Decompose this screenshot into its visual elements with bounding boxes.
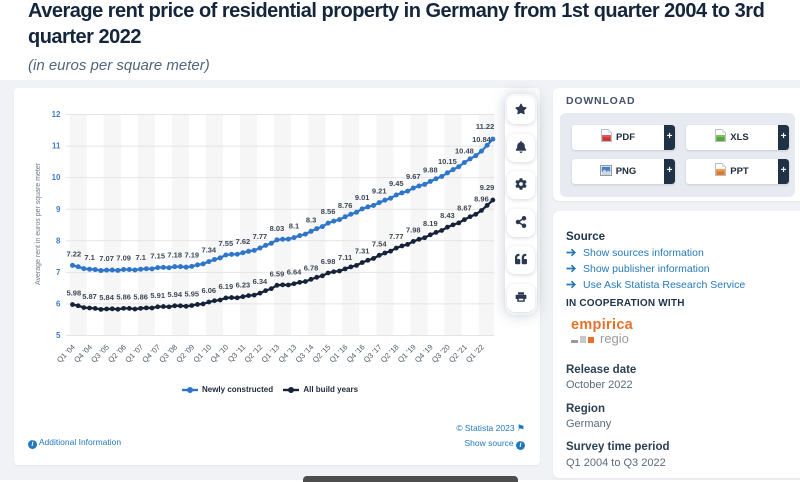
svg-text:Q1 '10: Q1 '10 bbox=[191, 343, 213, 365]
svg-text:9.67: 9.67 bbox=[406, 172, 421, 181]
svg-text:12: 12 bbox=[52, 110, 61, 119]
svg-text:5.86: 5.86 bbox=[116, 292, 131, 301]
svg-text:9.45: 9.45 bbox=[389, 179, 404, 188]
svg-text:Q2 '06: Q2 '06 bbox=[106, 343, 128, 365]
svg-text:7.55: 7.55 bbox=[219, 239, 234, 248]
svg-text:6.19: 6.19 bbox=[219, 282, 234, 291]
svg-text:Q3 '05: Q3 '05 bbox=[89, 343, 111, 365]
svg-text:7.18: 7.18 bbox=[167, 251, 182, 260]
svg-text:7.62: 7.62 bbox=[236, 237, 251, 246]
svg-text:8.76: 8.76 bbox=[338, 201, 353, 210]
svg-text:Q4 '10: Q4 '10 bbox=[208, 343, 230, 365]
svg-text:5.86: 5.86 bbox=[133, 292, 148, 301]
svg-text:7.19: 7.19 bbox=[184, 250, 199, 259]
svg-text:Q4 '07: Q4 '07 bbox=[140, 343, 162, 365]
svg-text:7.15: 7.15 bbox=[150, 252, 165, 261]
svg-text:Q2 '21: Q2 '21 bbox=[447, 343, 469, 365]
svg-text:6.34: 6.34 bbox=[253, 277, 268, 286]
svg-text:Q3 '17: Q3 '17 bbox=[362, 343, 384, 365]
svg-text:9.29: 9.29 bbox=[480, 183, 495, 192]
svg-text:8.19: 8.19 bbox=[423, 219, 438, 228]
svg-text:10.48: 10.48 bbox=[455, 146, 474, 155]
svg-text:10.84: 10.84 bbox=[472, 135, 492, 144]
svg-text:5.95: 5.95 bbox=[184, 290, 199, 299]
svg-text:Q1 '22: Q1 '22 bbox=[464, 343, 486, 365]
svg-text:6.06: 6.06 bbox=[202, 286, 217, 295]
svg-text:Q1 '19: Q1 '19 bbox=[396, 343, 418, 365]
svg-text:Q4 '19: Q4 '19 bbox=[413, 343, 435, 365]
svg-text:9: 9 bbox=[56, 205, 61, 214]
svg-text:10: 10 bbox=[52, 173, 61, 182]
svg-text:7.22: 7.22 bbox=[67, 249, 82, 258]
svg-text:5.94: 5.94 bbox=[167, 290, 182, 299]
svg-text:6.59: 6.59 bbox=[270, 269, 285, 278]
svg-text:Q1 '07: Q1 '07 bbox=[123, 343, 145, 365]
svg-text:6: 6 bbox=[56, 300, 61, 309]
svg-text:Q2 '09: Q2 '09 bbox=[174, 343, 196, 365]
svg-text:9.88: 9.88 bbox=[423, 165, 438, 174]
svg-text:6.98: 6.98 bbox=[321, 257, 336, 266]
svg-text:5.91: 5.91 bbox=[150, 291, 165, 300]
svg-text:Average rent in euros per squa: Average rent in euros per square meter bbox=[35, 162, 42, 285]
svg-text:7.34: 7.34 bbox=[202, 246, 217, 255]
svg-text:5.98: 5.98 bbox=[67, 289, 82, 298]
svg-text:7.98: 7.98 bbox=[406, 225, 421, 234]
svg-text:7.11: 7.11 bbox=[338, 253, 352, 262]
svg-text:9.01: 9.01 bbox=[355, 193, 370, 202]
svg-text:8.03: 8.03 bbox=[270, 224, 285, 233]
svg-text:Q1 '13: Q1 '13 bbox=[260, 343, 282, 365]
svg-text:5.84: 5.84 bbox=[99, 293, 114, 302]
svg-text:7.31: 7.31 bbox=[355, 247, 370, 256]
svg-text:Q4 '13: Q4 '13 bbox=[277, 343, 299, 365]
svg-text:11: 11 bbox=[52, 142, 61, 151]
svg-text:7.77: 7.77 bbox=[253, 232, 268, 241]
svg-text:8: 8 bbox=[56, 236, 61, 245]
svg-text:8.3: 8.3 bbox=[306, 215, 316, 224]
svg-text:7.1: 7.1 bbox=[84, 253, 94, 262]
svg-text:7.07: 7.07 bbox=[99, 254, 114, 263]
svg-text:Q2 '15: Q2 '15 bbox=[311, 343, 333, 365]
svg-text:Q1 '16: Q1 '16 bbox=[328, 343, 350, 365]
svg-text:9.21: 9.21 bbox=[372, 187, 387, 196]
svg-text:8.43: 8.43 bbox=[440, 211, 455, 220]
svg-text:8.96: 8.96 bbox=[474, 194, 489, 203]
svg-text:Q2 '12: Q2 '12 bbox=[243, 343, 265, 365]
svg-text:Q1 '04: Q1 '04 bbox=[55, 343, 77, 365]
svg-text:Q3 '20: Q3 '20 bbox=[430, 343, 452, 365]
svg-text:5.87: 5.87 bbox=[82, 292, 97, 301]
svg-text:7.1: 7.1 bbox=[135, 253, 145, 262]
svg-text:8.67: 8.67 bbox=[457, 204, 472, 213]
svg-text:8.1: 8.1 bbox=[289, 222, 299, 231]
svg-text:7.77: 7.77 bbox=[389, 232, 404, 241]
svg-text:10.15: 10.15 bbox=[438, 157, 457, 166]
svg-text:Q2 '18: Q2 '18 bbox=[379, 343, 401, 365]
svg-text:Q3 '08: Q3 '08 bbox=[157, 343, 179, 365]
svg-text:7: 7 bbox=[56, 268, 61, 277]
svg-text:5: 5 bbox=[56, 331, 61, 340]
svg-text:11.22: 11.22 bbox=[476, 122, 494, 131]
svg-text:6.78: 6.78 bbox=[304, 263, 319, 272]
svg-text:7.54: 7.54 bbox=[372, 239, 387, 248]
svg-text:7.09: 7.09 bbox=[116, 254, 131, 263]
svg-text:Q4 '16: Q4 '16 bbox=[345, 343, 367, 365]
svg-text:8.56: 8.56 bbox=[321, 207, 336, 216]
svg-text:Q3 '14: Q3 '14 bbox=[294, 343, 316, 365]
svg-text:Q4 '04: Q4 '04 bbox=[72, 343, 94, 365]
svg-text:6.23: 6.23 bbox=[236, 281, 251, 290]
svg-text:6.64: 6.64 bbox=[287, 268, 302, 277]
